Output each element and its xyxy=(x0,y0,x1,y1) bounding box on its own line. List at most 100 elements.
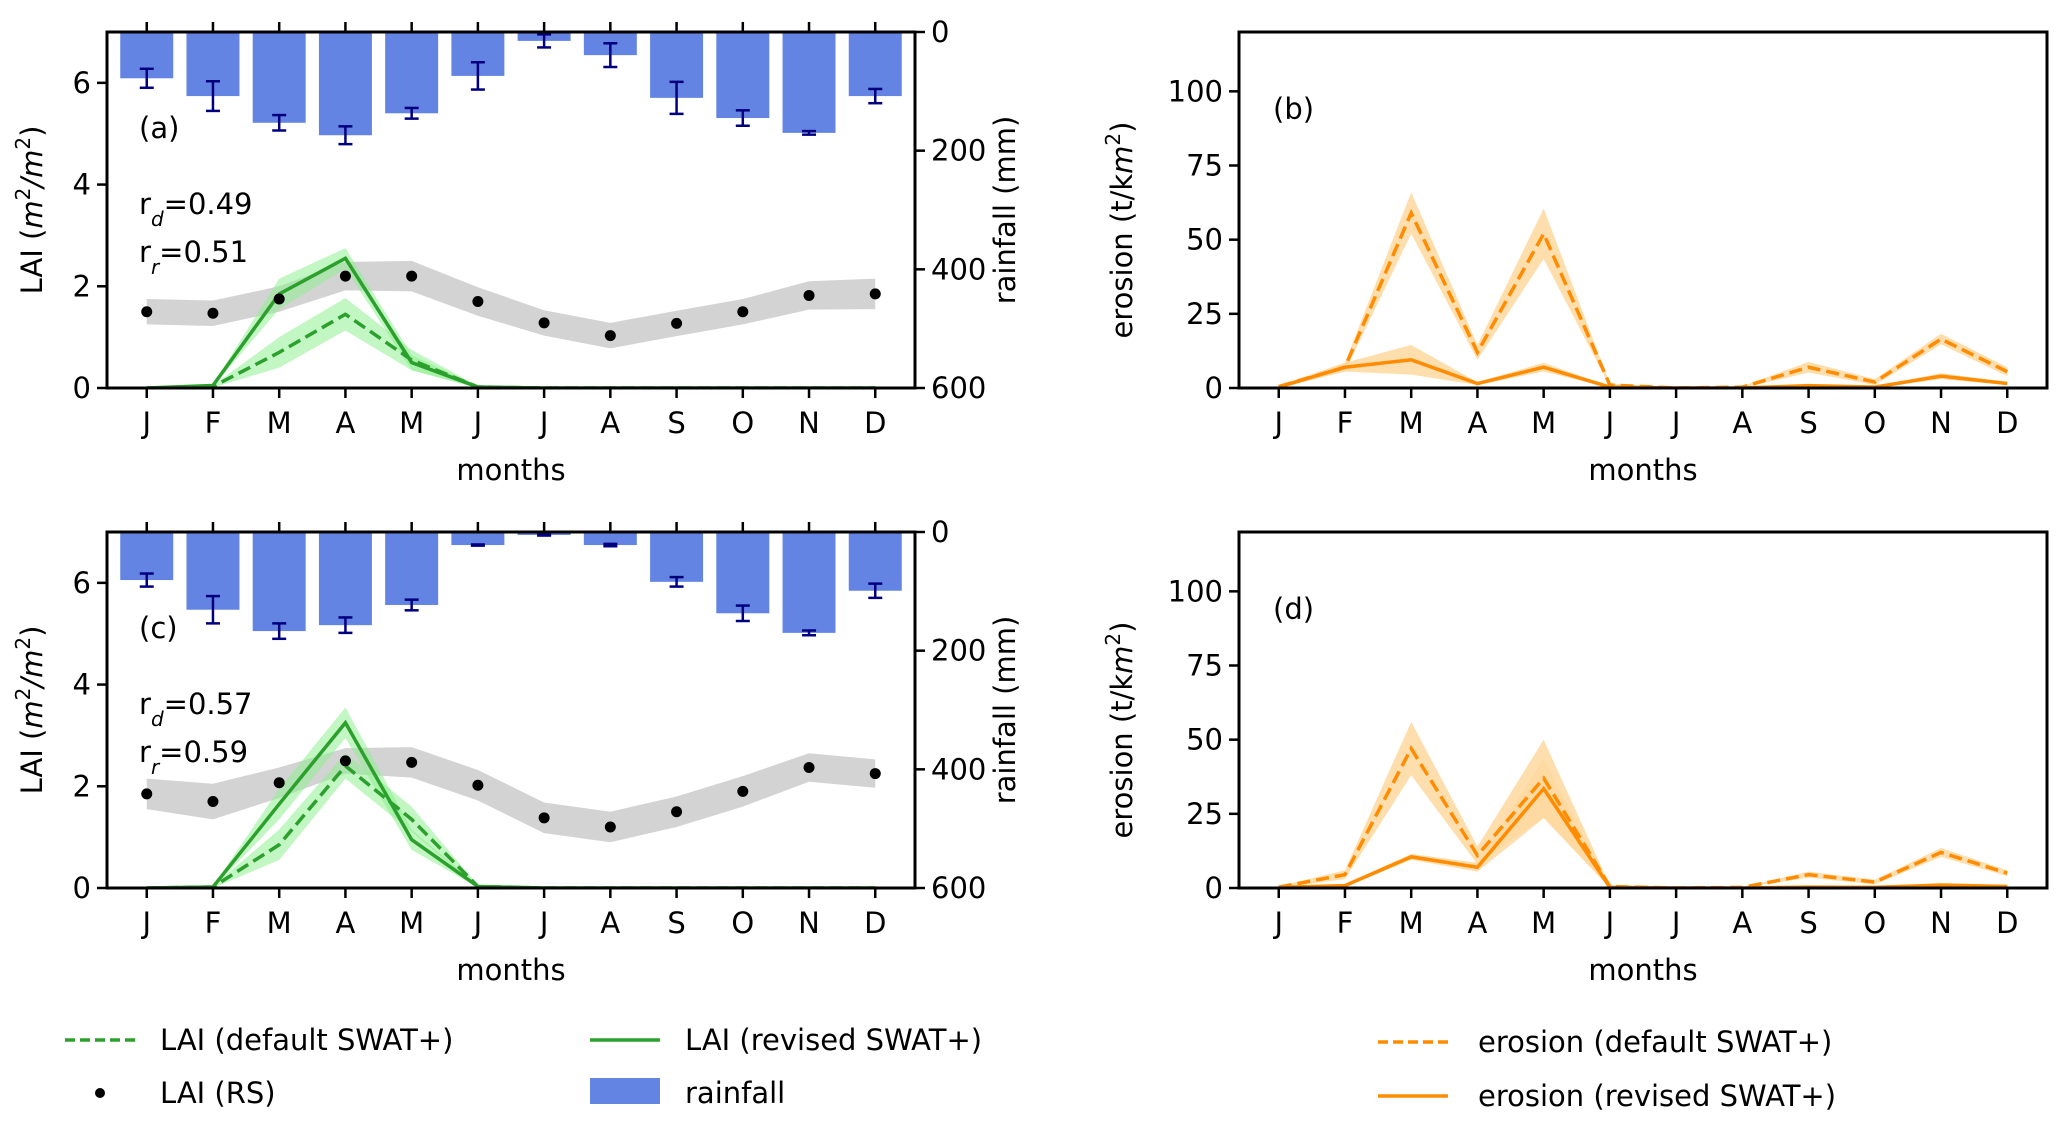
x-tick-label: F xyxy=(1337,906,1354,940)
x-tick-label: A xyxy=(1732,406,1752,440)
rainfall-error-bar xyxy=(272,113,287,132)
x-tick-label: J xyxy=(472,906,483,940)
lai-rs-point xyxy=(339,270,351,282)
lai-rs-point xyxy=(869,288,881,300)
lai-rs-point xyxy=(604,821,616,833)
y-label-sup: 2 xyxy=(11,137,35,150)
lai-rs-point xyxy=(339,755,351,767)
rainfall-error-bar xyxy=(868,582,883,600)
rainfall-bar xyxy=(782,32,836,133)
legend-label: rainfall xyxy=(685,1076,785,1110)
r-symbol: r xyxy=(139,235,151,269)
x-tick-label: N xyxy=(1930,406,1952,440)
lai-rs-point xyxy=(273,293,285,305)
x-axis-label: months xyxy=(1588,953,1697,987)
x-tick-label: A xyxy=(1468,406,1488,440)
x-tick-label: O xyxy=(731,906,754,940)
x-tick-label: J xyxy=(538,406,549,440)
panel-b: 0 25 50 75 100 erosion (t/km2) (b) J F M A M J J A S O N D… xyxy=(1101,30,2049,487)
r-value: =0.51 xyxy=(159,235,248,269)
x-tick-label: J xyxy=(1272,906,1283,940)
legend-item: erosion (default SWAT+) xyxy=(1378,1025,1832,1059)
y-right-axis-label: rainfall (mm) xyxy=(988,116,1022,305)
legend-item: erosion (revised SWAT+) xyxy=(1378,1079,1836,1113)
y-right-tick-label: 0 xyxy=(931,515,949,549)
y-axis-label: erosion (t/km2) xyxy=(1101,622,1139,839)
r-value: =0.57 xyxy=(164,687,253,721)
x-tick-label: J xyxy=(538,906,549,940)
rainfall-bar xyxy=(252,532,306,632)
y-label-unit: m xyxy=(15,200,49,228)
x-tick-label: A xyxy=(336,906,356,940)
lai-rs-point xyxy=(803,761,815,773)
rainfall-bar xyxy=(318,532,372,626)
x-tick-label: M xyxy=(267,906,292,940)
y-tick-label: 100 xyxy=(1168,74,1223,108)
rainfall-error-bar xyxy=(404,106,419,120)
erosion-default-band xyxy=(1278,721,2008,888)
legend-item: rainfall xyxy=(590,1076,785,1110)
rainfall-error-bar xyxy=(470,543,485,547)
y-tick-label: 25 xyxy=(1186,797,1223,831)
y-tick-label: 6 xyxy=(73,566,91,600)
legend-label: LAI (revised SWAT+) xyxy=(685,1023,982,1057)
y-label-close: ) xyxy=(1105,622,1139,633)
x-tick-label: S xyxy=(1799,906,1817,940)
x-tick-label: N xyxy=(1930,906,1952,940)
rainfall-bar xyxy=(782,532,836,633)
x-tick-label: J xyxy=(140,406,151,440)
lai-rs-point xyxy=(869,768,881,780)
y-label-base: LAI ( xyxy=(15,729,49,795)
legend-label: LAI (default SWAT+) xyxy=(160,1023,453,1057)
y-tick-label: 4 xyxy=(73,168,91,202)
y-tick-label: 0 xyxy=(1205,371,1223,405)
y-label-unit: m xyxy=(15,700,49,728)
lai-rs-point xyxy=(141,306,153,318)
x-axis-label: months xyxy=(456,953,565,987)
y-label-close: ) xyxy=(1105,122,1139,133)
x-tick-label: A xyxy=(600,406,620,440)
rainfall-bar xyxy=(848,532,902,591)
y-label-unit: m xyxy=(1105,146,1139,174)
plot-frame xyxy=(1237,530,2049,890)
x-tick-label: M xyxy=(267,406,292,440)
r-subscript: r xyxy=(151,255,161,279)
r-symbol: r xyxy=(139,187,151,221)
y-right-tick-label: 200 xyxy=(931,634,986,668)
y-label-close: ) xyxy=(15,626,49,637)
panel-label: (b) xyxy=(1273,92,1314,126)
x-tick-label: J xyxy=(472,406,483,440)
x-tick-label: N xyxy=(798,406,820,440)
lai-rs-point xyxy=(538,812,550,824)
rainfall-error-bar xyxy=(537,33,552,49)
legend-label: erosion (default SWAT+) xyxy=(1478,1025,1832,1059)
y-tick-label: 0 xyxy=(1205,871,1223,905)
lai-rs-point xyxy=(406,756,418,768)
legend-item: LAI (revised SWAT+) xyxy=(590,1023,982,1057)
rainfall-error-bar xyxy=(338,125,353,146)
x-axis-label: months xyxy=(1588,453,1697,487)
rainfall-bar xyxy=(385,532,439,605)
lai-rs-band xyxy=(146,747,876,843)
legend-item: LAI (default SWAT+) xyxy=(65,1023,453,1057)
x-tick-label: A xyxy=(600,906,620,940)
x-tick-label: A xyxy=(1468,906,1488,940)
x-tick-label: D xyxy=(1996,906,2018,940)
y-label-base: LAI ( xyxy=(15,229,49,295)
r-value: =0.59 xyxy=(159,735,248,769)
y-tick-label: 25 xyxy=(1186,297,1223,331)
rainfall-error-bar xyxy=(404,598,419,612)
rainfall-bar xyxy=(650,532,704,582)
legend-swatch-dot xyxy=(95,1088,105,1098)
x-tick-label: F xyxy=(205,406,222,440)
rainfall-error-bar xyxy=(470,61,485,91)
x-tick-label: J xyxy=(140,906,151,940)
r-subscript: r xyxy=(151,755,161,779)
y-right-axis-label: rainfall (mm) xyxy=(988,616,1022,805)
lai-rs-point xyxy=(406,270,418,282)
rainfall-error-bar xyxy=(802,129,817,136)
rainfall-error-bar xyxy=(669,575,684,588)
panel-label: (a) xyxy=(139,111,179,145)
r-value: =0.49 xyxy=(164,187,253,221)
